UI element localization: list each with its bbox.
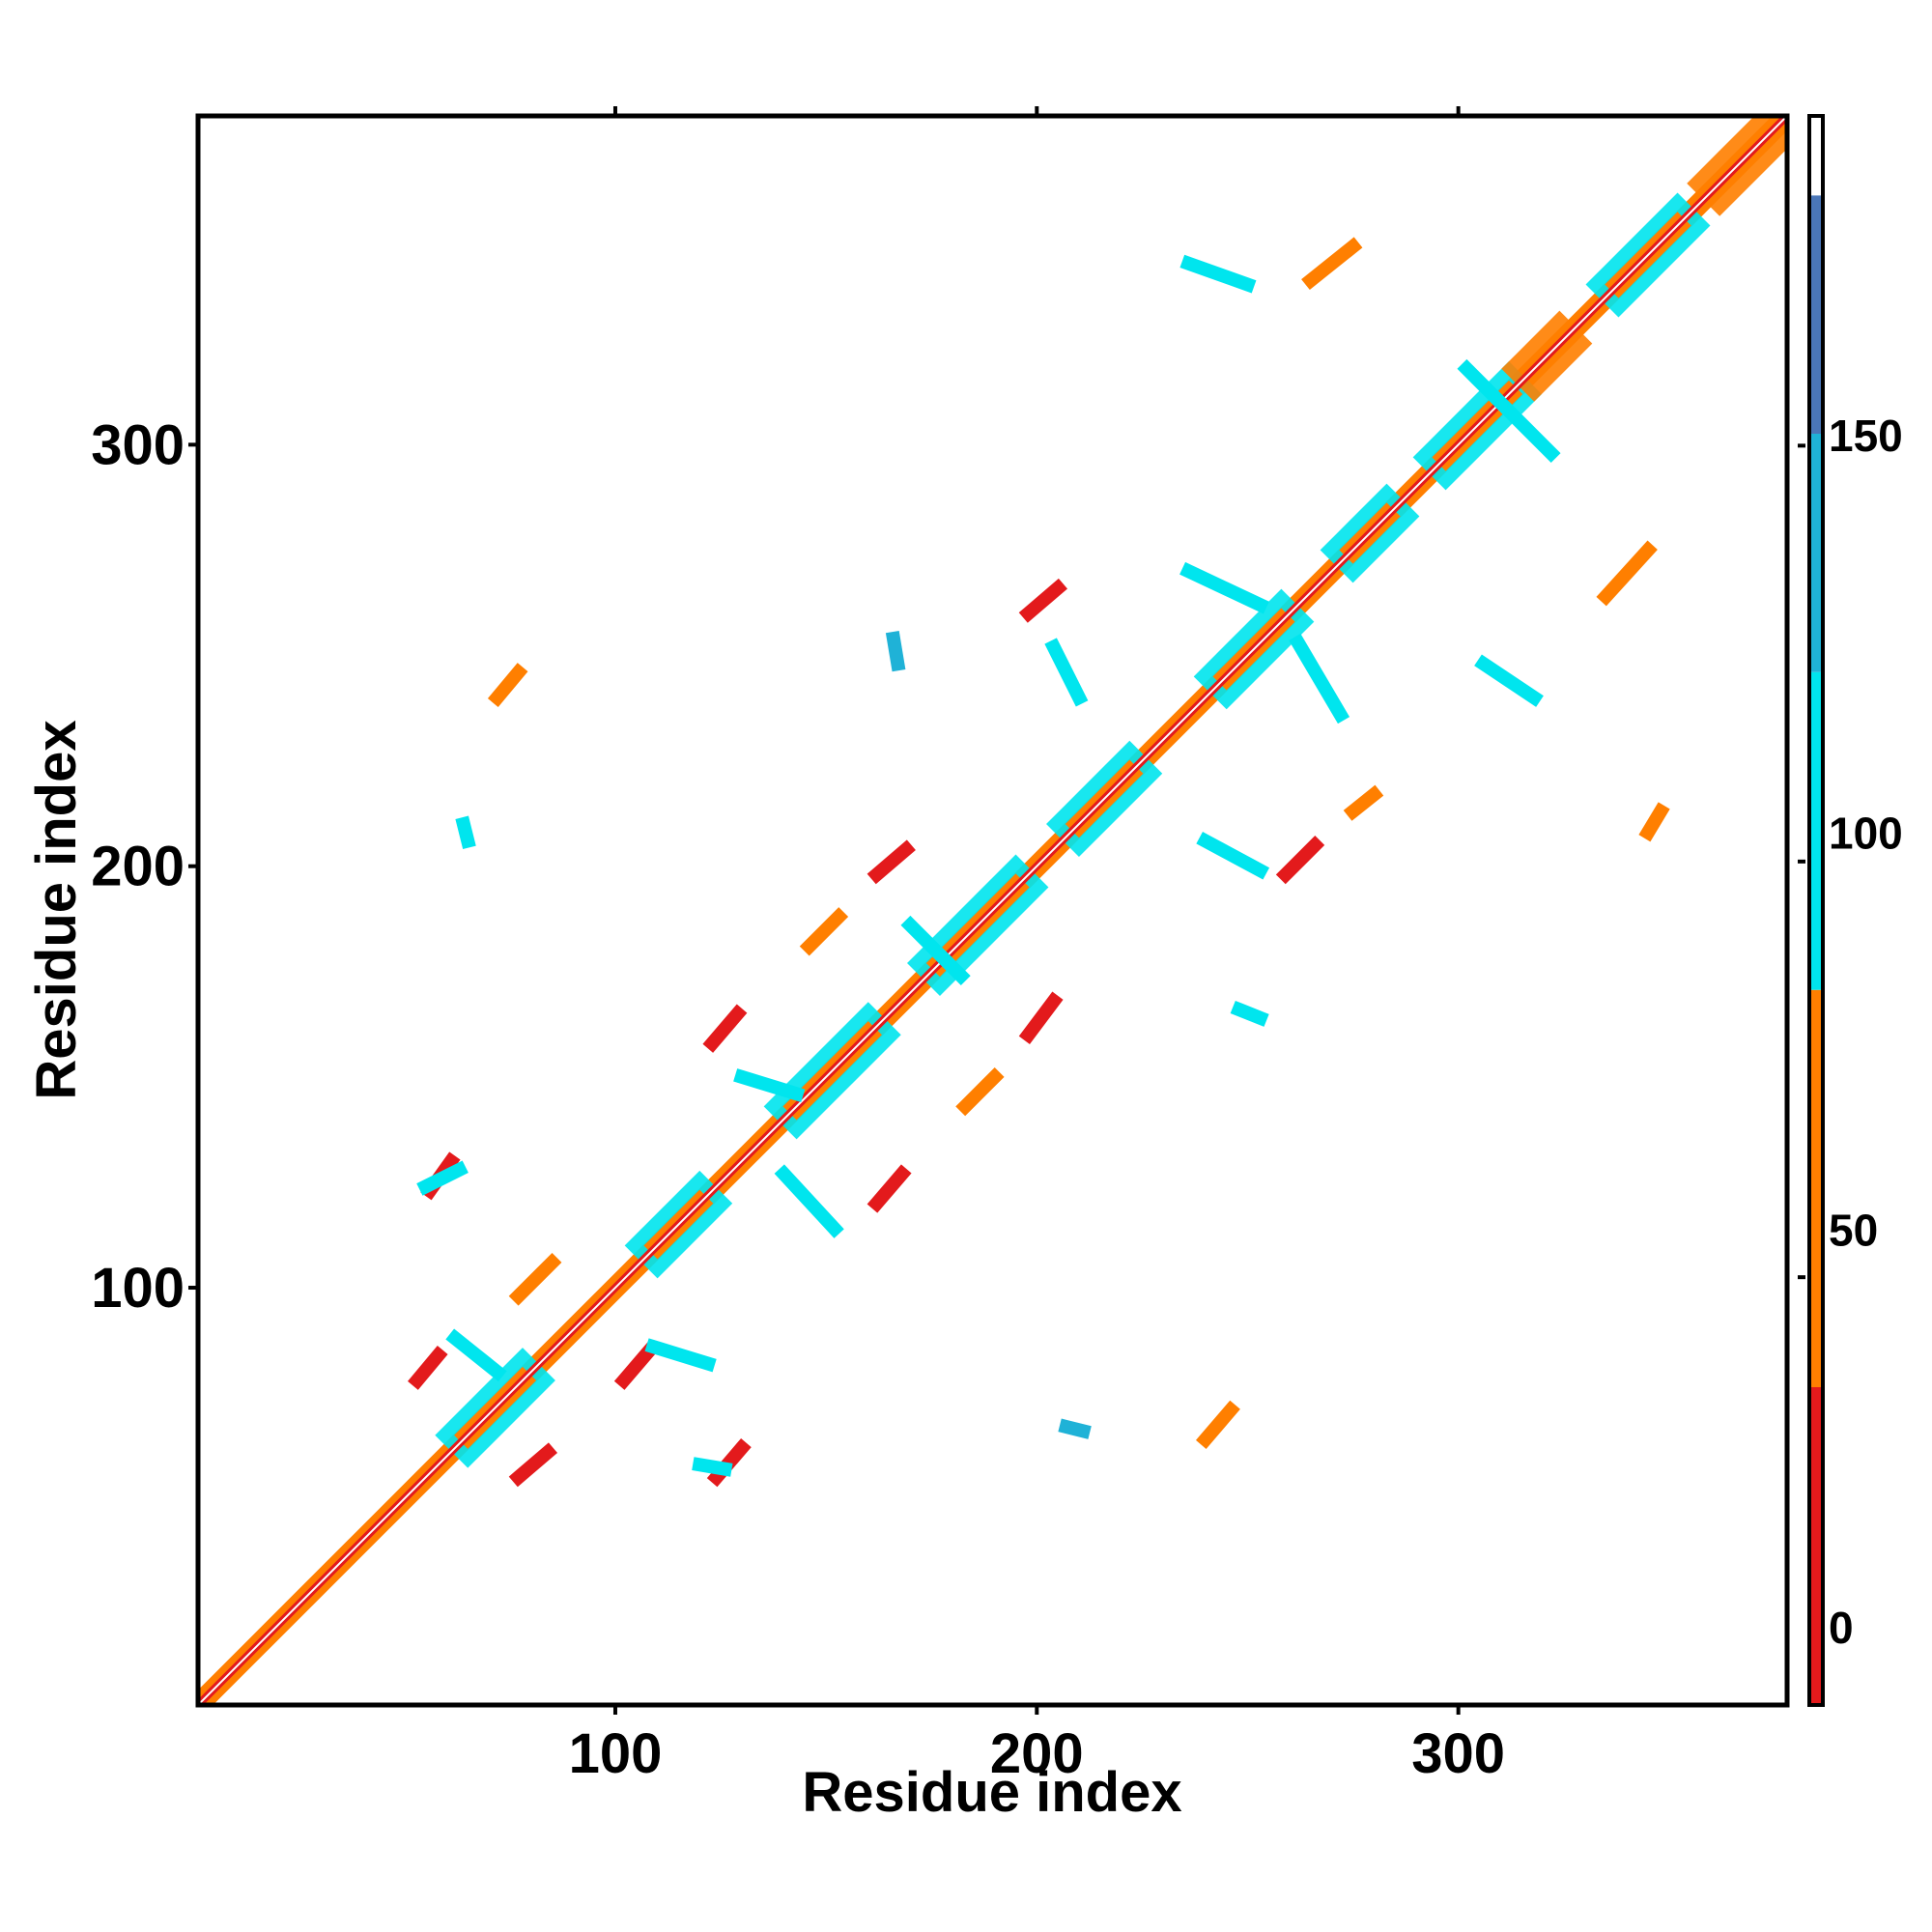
contact-segment [1457,358,1561,463]
x-tick-label: 200 [990,1722,1084,1785]
colorbar-tick-label: 50 [1829,1206,1878,1256]
contact-segment [692,1457,733,1477]
contact-segment [1596,540,1658,607]
contact-segment [487,663,528,708]
contact-segment [1230,1000,1269,1027]
contact-segment [1018,991,1064,1045]
y-tick-label: 200 [91,836,185,898]
colorbar-band [1809,195,1823,434]
contact-segment [1058,1418,1092,1439]
colorbar-tick-label: 150 [1829,411,1903,461]
contact-segment [1179,254,1257,294]
contact-segment [1343,784,1384,821]
contact-segment [1289,633,1350,724]
contact-segment [1196,832,1270,880]
contact-segment [1638,802,1670,842]
contact-segment [1018,578,1068,623]
contact-segment [408,1345,448,1390]
contact-segment [1179,561,1269,614]
colorbar-band [1809,1387,1823,1705]
contact-segment [1044,638,1089,707]
contact-segment [416,1160,469,1196]
colorbar-band [1809,989,1823,1387]
y-axis-label: Residue index [25,720,88,1099]
heatmap-layer [198,116,1787,1705]
contact-segment [1301,237,1363,291]
contact-segment [1275,835,1325,885]
contact-segment [613,1341,659,1390]
contact-segment [900,915,971,986]
contact-segment [508,1442,558,1488]
contact-segment [702,1004,748,1053]
x-axis-label: Residue index [802,1761,1181,1824]
contact-segment [455,815,476,849]
contact-segment [508,1252,562,1306]
contact-segment [955,1066,1005,1117]
contact-segment [733,1068,806,1103]
plot-frame [195,113,1790,1708]
contact-segment [774,1164,844,1238]
colorbar-band [1809,671,1823,990]
colorbar: 0 50 100 150 [1798,114,1903,1707]
contact-segment [1195,1400,1240,1449]
axis-layer: 100 200 300 100 200 300 [91,106,1505,1785]
colorbar-frame [1807,114,1825,1707]
y-tick-label: 100 [91,1257,185,1320]
colorbar-band [1809,116,1823,196]
x-tick-label: 100 [569,1722,663,1785]
y-tick-label: 300 [91,413,185,476]
contact-segment [644,1338,717,1373]
diagonal-center [198,116,1787,1705]
colorbar-band [1809,434,1823,672]
contact-segment [445,1328,507,1382]
contact-segment [799,907,849,956]
contact-segment [867,839,916,885]
colorbar-tick-label: 0 [1829,1603,1854,1653]
x-tick-label: 300 [1411,1722,1505,1785]
colorbar-tick-label: 100 [1829,808,1903,858]
contact-segment [885,631,906,672]
contact-segment [867,1164,912,1213]
contact-segment [1474,654,1544,707]
